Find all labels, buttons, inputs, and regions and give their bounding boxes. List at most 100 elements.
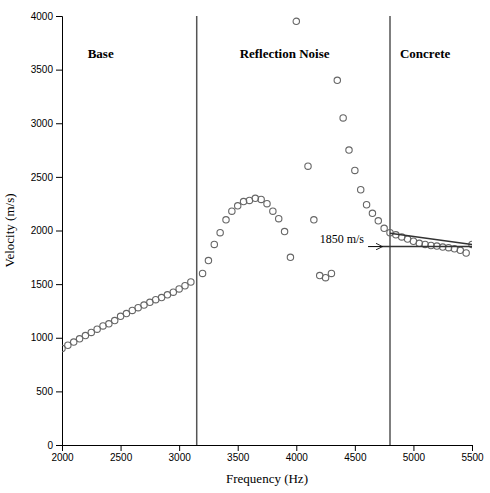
vertical-line	[196, 16, 198, 445]
point	[264, 200, 270, 206]
plot: 2000 2500 3000 3500 4000 4500 5000 5500 0 500 1000…	[2, 11, 484, 486]
point	[416, 240, 422, 246]
annotations: BaseReflection NoiseConcrete1850 m/s	[88, 46, 451, 247]
point	[340, 115, 346, 121]
x-axis-tick-mark	[296, 445, 297, 451]
point	[463, 250, 469, 256]
scatter-points	[62, 18, 472, 352]
y-axis-tick: 500	[36, 386, 62, 397]
y-axis-tick: 0	[47, 440, 62, 451]
x-axis-tick-mark	[413, 445, 414, 451]
x-axis-tick-mark	[121, 445, 122, 451]
x-axis-tick-mark	[472, 445, 473, 451]
x-axis-title: Frequency (Hz)	[226, 471, 308, 486]
x-axis-tick-label: 5000	[403, 452, 426, 463]
point	[182, 283, 188, 289]
point	[276, 216, 282, 222]
point	[311, 217, 317, 223]
point	[252, 195, 258, 201]
y-axis-tick-mark	[56, 70, 62, 71]
y-axis-tick-label: 2500	[31, 172, 54, 183]
y-axis-tick: 1000	[31, 332, 62, 343]
chart: 2000 2500 3000 3500 4000 4500 5000 5500 0 500 1000…	[0, 0, 490, 493]
x-axis-tick: 4500	[344, 445, 367, 463]
y-axis-tick-mark	[56, 445, 62, 446]
point	[199, 270, 205, 276]
section-label: Base	[88, 46, 114, 61]
point	[217, 229, 223, 235]
y-axis-tick-mark	[56, 123, 62, 124]
y-axis-tick: 3000	[31, 118, 62, 129]
x-axis-tick-mark	[355, 445, 356, 451]
x-axis-tick-mark	[179, 445, 180, 451]
point	[188, 279, 194, 285]
section-label: Concrete	[400, 46, 451, 61]
y-axis-tick-mark	[56, 284, 62, 285]
x-axis-tick-mark	[238, 445, 239, 451]
point	[352, 167, 358, 173]
point	[240, 198, 246, 204]
y-axis-tick-label: 1500	[31, 279, 54, 290]
x-axis-tick-label: 3000	[169, 452, 192, 463]
vertical-line	[389, 16, 391, 445]
marks	[62, 16, 472, 445]
point	[328, 270, 334, 276]
point	[293, 18, 299, 24]
y-axis-tick: 4000	[31, 11, 62, 22]
y-axis-tick-label: 500	[36, 386, 53, 397]
y-axis-tick-label: 3500	[31, 64, 54, 75]
point	[211, 241, 217, 247]
annotation-arrow	[368, 246, 382, 247]
point	[358, 187, 364, 193]
x-axis-tick-label: 2500	[110, 452, 133, 463]
x-axis-tick: 5000	[403, 445, 426, 463]
y-axis: 0 500 1000 1500 2000 2500 3000 3500 4000	[31, 11, 63, 451]
point	[235, 203, 241, 209]
y-axis-tick-mark	[56, 16, 62, 17]
x-axis-tick-label: 3500	[227, 452, 250, 463]
line	[390, 233, 472, 244]
point	[381, 225, 387, 231]
point	[375, 218, 381, 224]
y-axis-tick: 2500	[31, 172, 62, 183]
point	[363, 202, 369, 208]
y-axis-tick: 3500	[31, 64, 62, 75]
point	[281, 228, 287, 234]
x-axis-tick: 2000	[51, 445, 74, 463]
x-axis-line	[63, 446, 473, 452]
point	[322, 274, 328, 280]
point	[445, 244, 451, 250]
point	[112, 317, 118, 323]
line	[382, 246, 472, 248]
y-axis-tick-label: 0	[47, 440, 53, 451]
y-axis-tick-mark	[56, 391, 62, 392]
y-axis-tick: 2000	[31, 225, 62, 236]
point	[229, 208, 235, 214]
point	[223, 217, 229, 223]
y-axis-tick-mark	[56, 231, 62, 232]
y-axis-line	[56, 17, 63, 446]
x-axis-tick: 3500	[227, 445, 250, 463]
y-axis-tick-label: 4000	[31, 11, 54, 22]
point	[270, 208, 276, 214]
y-axis-tick-mark	[56, 338, 62, 339]
x-axis-tick: 2500	[110, 445, 133, 463]
point	[258, 196, 264, 202]
x-axis-tick-label: 4500	[344, 452, 367, 463]
x-axis-tick-label: 5500	[461, 452, 484, 463]
point	[369, 210, 375, 216]
section-label: Reflection Noise	[240, 46, 330, 61]
x-axis-tick: 3000	[169, 445, 192, 463]
point	[334, 77, 340, 83]
point	[305, 163, 311, 169]
y-axis-tick-label: 2000	[31, 225, 54, 236]
x-axis-tick: 5500	[461, 445, 484, 463]
x-axis-tick-label: 2000	[51, 452, 74, 463]
y-axis-tick-label: 1000	[31, 332, 54, 343]
y-axis-tick-mark	[56, 177, 62, 178]
y-axis-title: Velocity (m/s)	[2, 193, 17, 267]
x-axis: 2000 2500 3000 3500 4000 4500 5000 5500	[51, 445, 484, 463]
point	[287, 254, 293, 260]
x-axis-tick-label: 4000	[286, 452, 309, 463]
y-axis-tick-label: 3000	[31, 118, 54, 129]
